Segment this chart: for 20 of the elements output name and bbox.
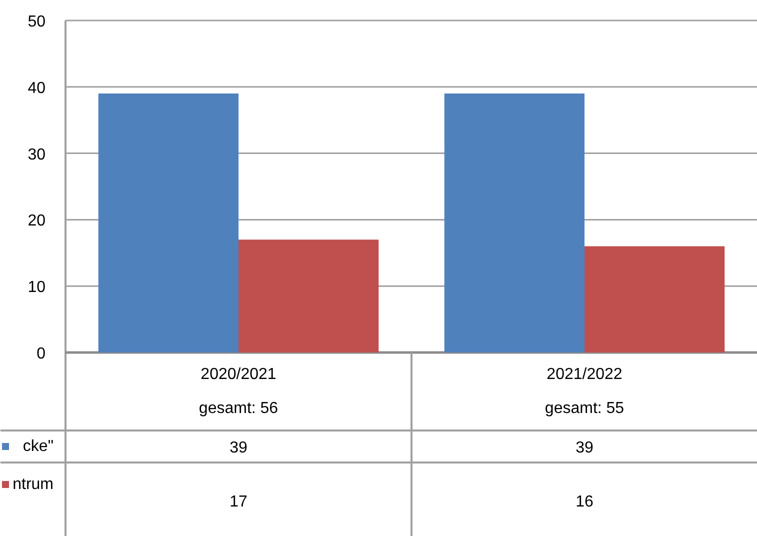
legend-label: ntrum: [12, 476, 54, 493]
y-tick-label: 40: [28, 80, 46, 97]
bar: [584, 246, 725, 352]
data-label: 39: [230, 440, 248, 456]
bar: [238, 240, 379, 352]
y-tick-label: 50: [28, 14, 46, 30]
x-tick-label: 2020/2021: [200, 366, 276, 383]
data-label: 16: [576, 494, 594, 510]
x-tick-label: 2021/2022: [546, 366, 622, 383]
y-tick-label: 20: [28, 212, 46, 230]
bar: [98, 94, 238, 352]
data-label: 17: [230, 494, 248, 510]
bar: [444, 94, 584, 352]
legend-label: cke": [22, 438, 54, 455]
y-tick-label: 0: [36, 346, 46, 362]
total-label: gesamt: 56: [198, 400, 278, 417]
y-tick-label: 10: [28, 279, 46, 296]
data-label: 39: [576, 440, 594, 456]
y-tick-label: 30: [28, 146, 46, 164]
total-label: gesamt: 55: [544, 400, 624, 417]
